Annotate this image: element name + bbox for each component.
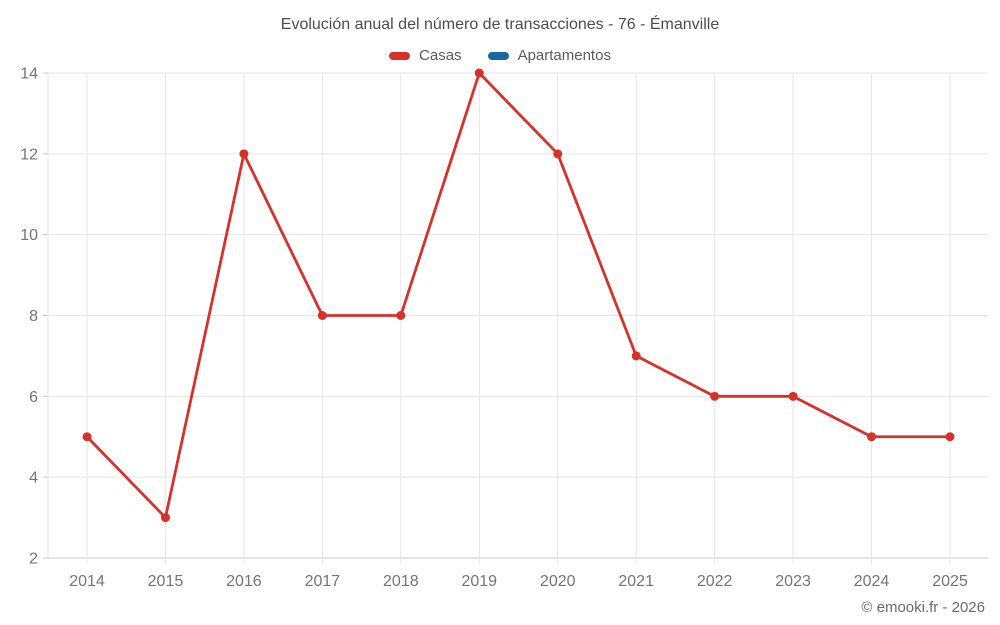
x-axis-label-2014: 2014 [69,573,105,590]
legend-label-apartamentos: Apartamentos [517,47,611,64]
data-point-casas-2024 [867,432,877,442]
chart-legend: Casas Apartamentos [0,47,1000,64]
data-point-casas-2016 [239,149,249,159]
data-point-casas-2018 [396,311,406,320]
y-axis-label-12: 12 [20,146,38,163]
x-axis-label-2021: 2021 [618,573,654,590]
y-axis-label-10: 10 [20,227,38,244]
x-axis-label-2015: 2015 [148,573,184,590]
data-point-casas-2015 [160,513,170,523]
legend-label-casas: Casas [419,47,462,64]
x-axis-label-2025: 2025 [932,573,968,590]
y-axis-label-6: 6 [29,389,38,406]
y-axis-label-4: 4 [29,470,38,487]
data-point-casas-2017 [317,311,327,320]
x-axis-label-2022: 2022 [697,573,733,590]
y-axis-label-8: 8 [29,308,38,325]
legend-item-casas[interactable]: Casas [389,47,462,64]
data-point-casas-2021 [631,351,641,361]
x-axis-label-2020: 2020 [540,573,576,590]
y-axis-label-2: 2 [29,551,38,568]
data-point-casas-2014 [82,432,92,442]
legend-item-apartamentos[interactable]: Apartamentos [487,47,611,64]
data-point-casas-2022 [710,391,720,401]
chart-title: Evolución anual del número de transaccio… [280,16,720,33]
legend-swatch-casas [389,51,411,60]
x-axis-label-2018: 2018 [383,573,419,590]
x-axis-label-2016: 2016 [226,573,262,590]
data-point-casas-2025 [945,432,955,442]
watermark-credit: © emooki.fr - 2026 [861,599,985,616]
x-axis-label-2019: 2019 [461,573,497,590]
series-line-casas [85,71,952,519]
data-point-casas-2023 [788,391,798,401]
data-point-casas-2019 [474,68,484,78]
legend-swatch-apartamentos [487,51,509,60]
y-axis-label-14: 14 [20,66,38,83]
x-axis-label-2023: 2023 [775,573,811,590]
data-point-casas-2020 [553,149,563,159]
x-axis-label-2024: 2024 [854,573,890,590]
x-axis-label-2017: 2017 [305,573,341,590]
